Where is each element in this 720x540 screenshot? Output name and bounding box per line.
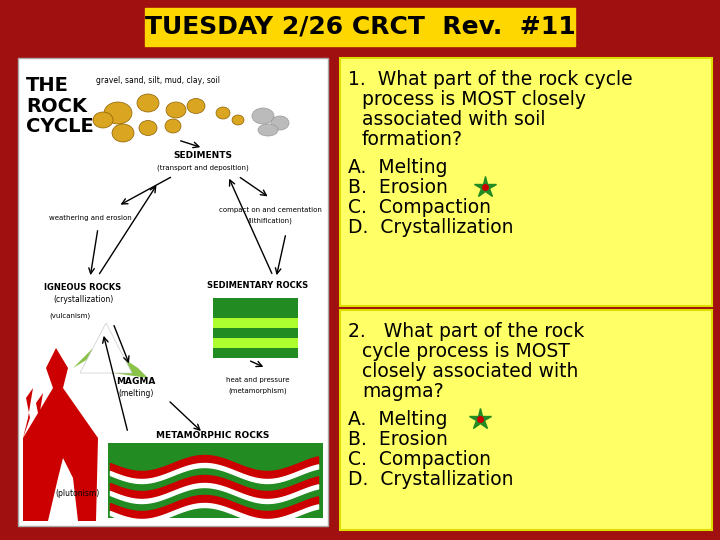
Text: THE
ROCK
CYCLE: THE ROCK CYCLE [26,76,94,136]
Text: compact on and cementation: compact on and cementation [219,207,321,213]
Text: weathering and erosion: weathering and erosion [49,215,131,221]
Text: (lithification): (lithification) [248,218,292,224]
FancyBboxPatch shape [145,8,575,46]
Ellipse shape [187,98,205,113]
Ellipse shape [232,115,244,125]
Polygon shape [33,393,43,448]
Text: B.  Erosion: B. Erosion [348,430,448,449]
Text: 1.  What part of the rock cycle: 1. What part of the rock cycle [348,70,633,89]
Text: cycle process is MOST: cycle process is MOST [362,342,570,361]
Text: heat and pressure: heat and pressure [226,377,289,383]
Text: SEDIMENTS: SEDIMENTS [174,152,233,160]
Text: process is MOST closely: process is MOST closely [362,90,586,109]
Polygon shape [23,348,98,521]
Text: magma?: magma? [362,382,444,401]
Ellipse shape [104,102,132,124]
Text: associated with soil: associated with soil [362,110,546,129]
Text: SEDIMENTARY ROCKS: SEDIMENTARY ROCKS [207,281,309,291]
FancyBboxPatch shape [340,58,712,306]
Ellipse shape [252,108,274,124]
Ellipse shape [166,102,186,118]
Ellipse shape [271,116,289,130]
Text: (vulcanism): (vulcanism) [50,313,91,319]
Text: (crystallization): (crystallization) [53,295,113,305]
FancyBboxPatch shape [213,318,298,328]
Text: (plutonism): (plutonism) [56,489,100,497]
Text: D.  Crystallization: D. Crystallization [348,218,513,237]
Text: A.  Melting: A. Melting [348,410,448,429]
FancyBboxPatch shape [18,58,328,526]
Polygon shape [48,343,148,378]
Ellipse shape [139,120,157,136]
FancyBboxPatch shape [213,298,298,308]
Text: C.  Compaction: C. Compaction [348,198,491,217]
FancyBboxPatch shape [213,338,298,348]
Text: B.  Erosion: B. Erosion [348,178,448,197]
Text: A.  Melting: A. Melting [348,158,448,177]
FancyBboxPatch shape [213,348,298,358]
Text: (melting): (melting) [118,388,153,397]
Text: (transport and deposition): (transport and deposition) [157,165,249,171]
Text: D.  Crystallization: D. Crystallization [348,470,513,489]
Ellipse shape [112,124,134,142]
Text: (metamorphism): (metamorphism) [229,388,287,394]
Text: C.  Compaction: C. Compaction [348,450,491,469]
FancyBboxPatch shape [340,310,712,530]
Ellipse shape [216,107,230,119]
Text: gravel, sand, silt, mud, clay, soil: gravel, sand, silt, mud, clay, soil [96,76,220,85]
Text: MAGMA: MAGMA [117,376,156,386]
Text: 2.   What part of the rock: 2. What part of the rock [348,322,585,341]
Polygon shape [23,388,33,438]
Text: formation?: formation? [362,130,463,149]
FancyBboxPatch shape [213,308,298,318]
FancyBboxPatch shape [213,328,298,338]
Ellipse shape [165,119,181,133]
Text: closely associated with: closely associated with [362,362,578,381]
Text: TUESDAY 2/26 CRCT  Rev.  #11: TUESDAY 2/26 CRCT Rev. #11 [145,15,575,39]
Text: IGNEOUS ROCKS: IGNEOUS ROCKS [45,284,122,293]
Ellipse shape [137,94,159,112]
Text: METAMORPHIC ROCKS: METAMORPHIC ROCKS [156,431,270,441]
FancyBboxPatch shape [108,443,323,518]
Ellipse shape [93,112,113,128]
Ellipse shape [258,124,278,136]
Polygon shape [80,323,132,373]
